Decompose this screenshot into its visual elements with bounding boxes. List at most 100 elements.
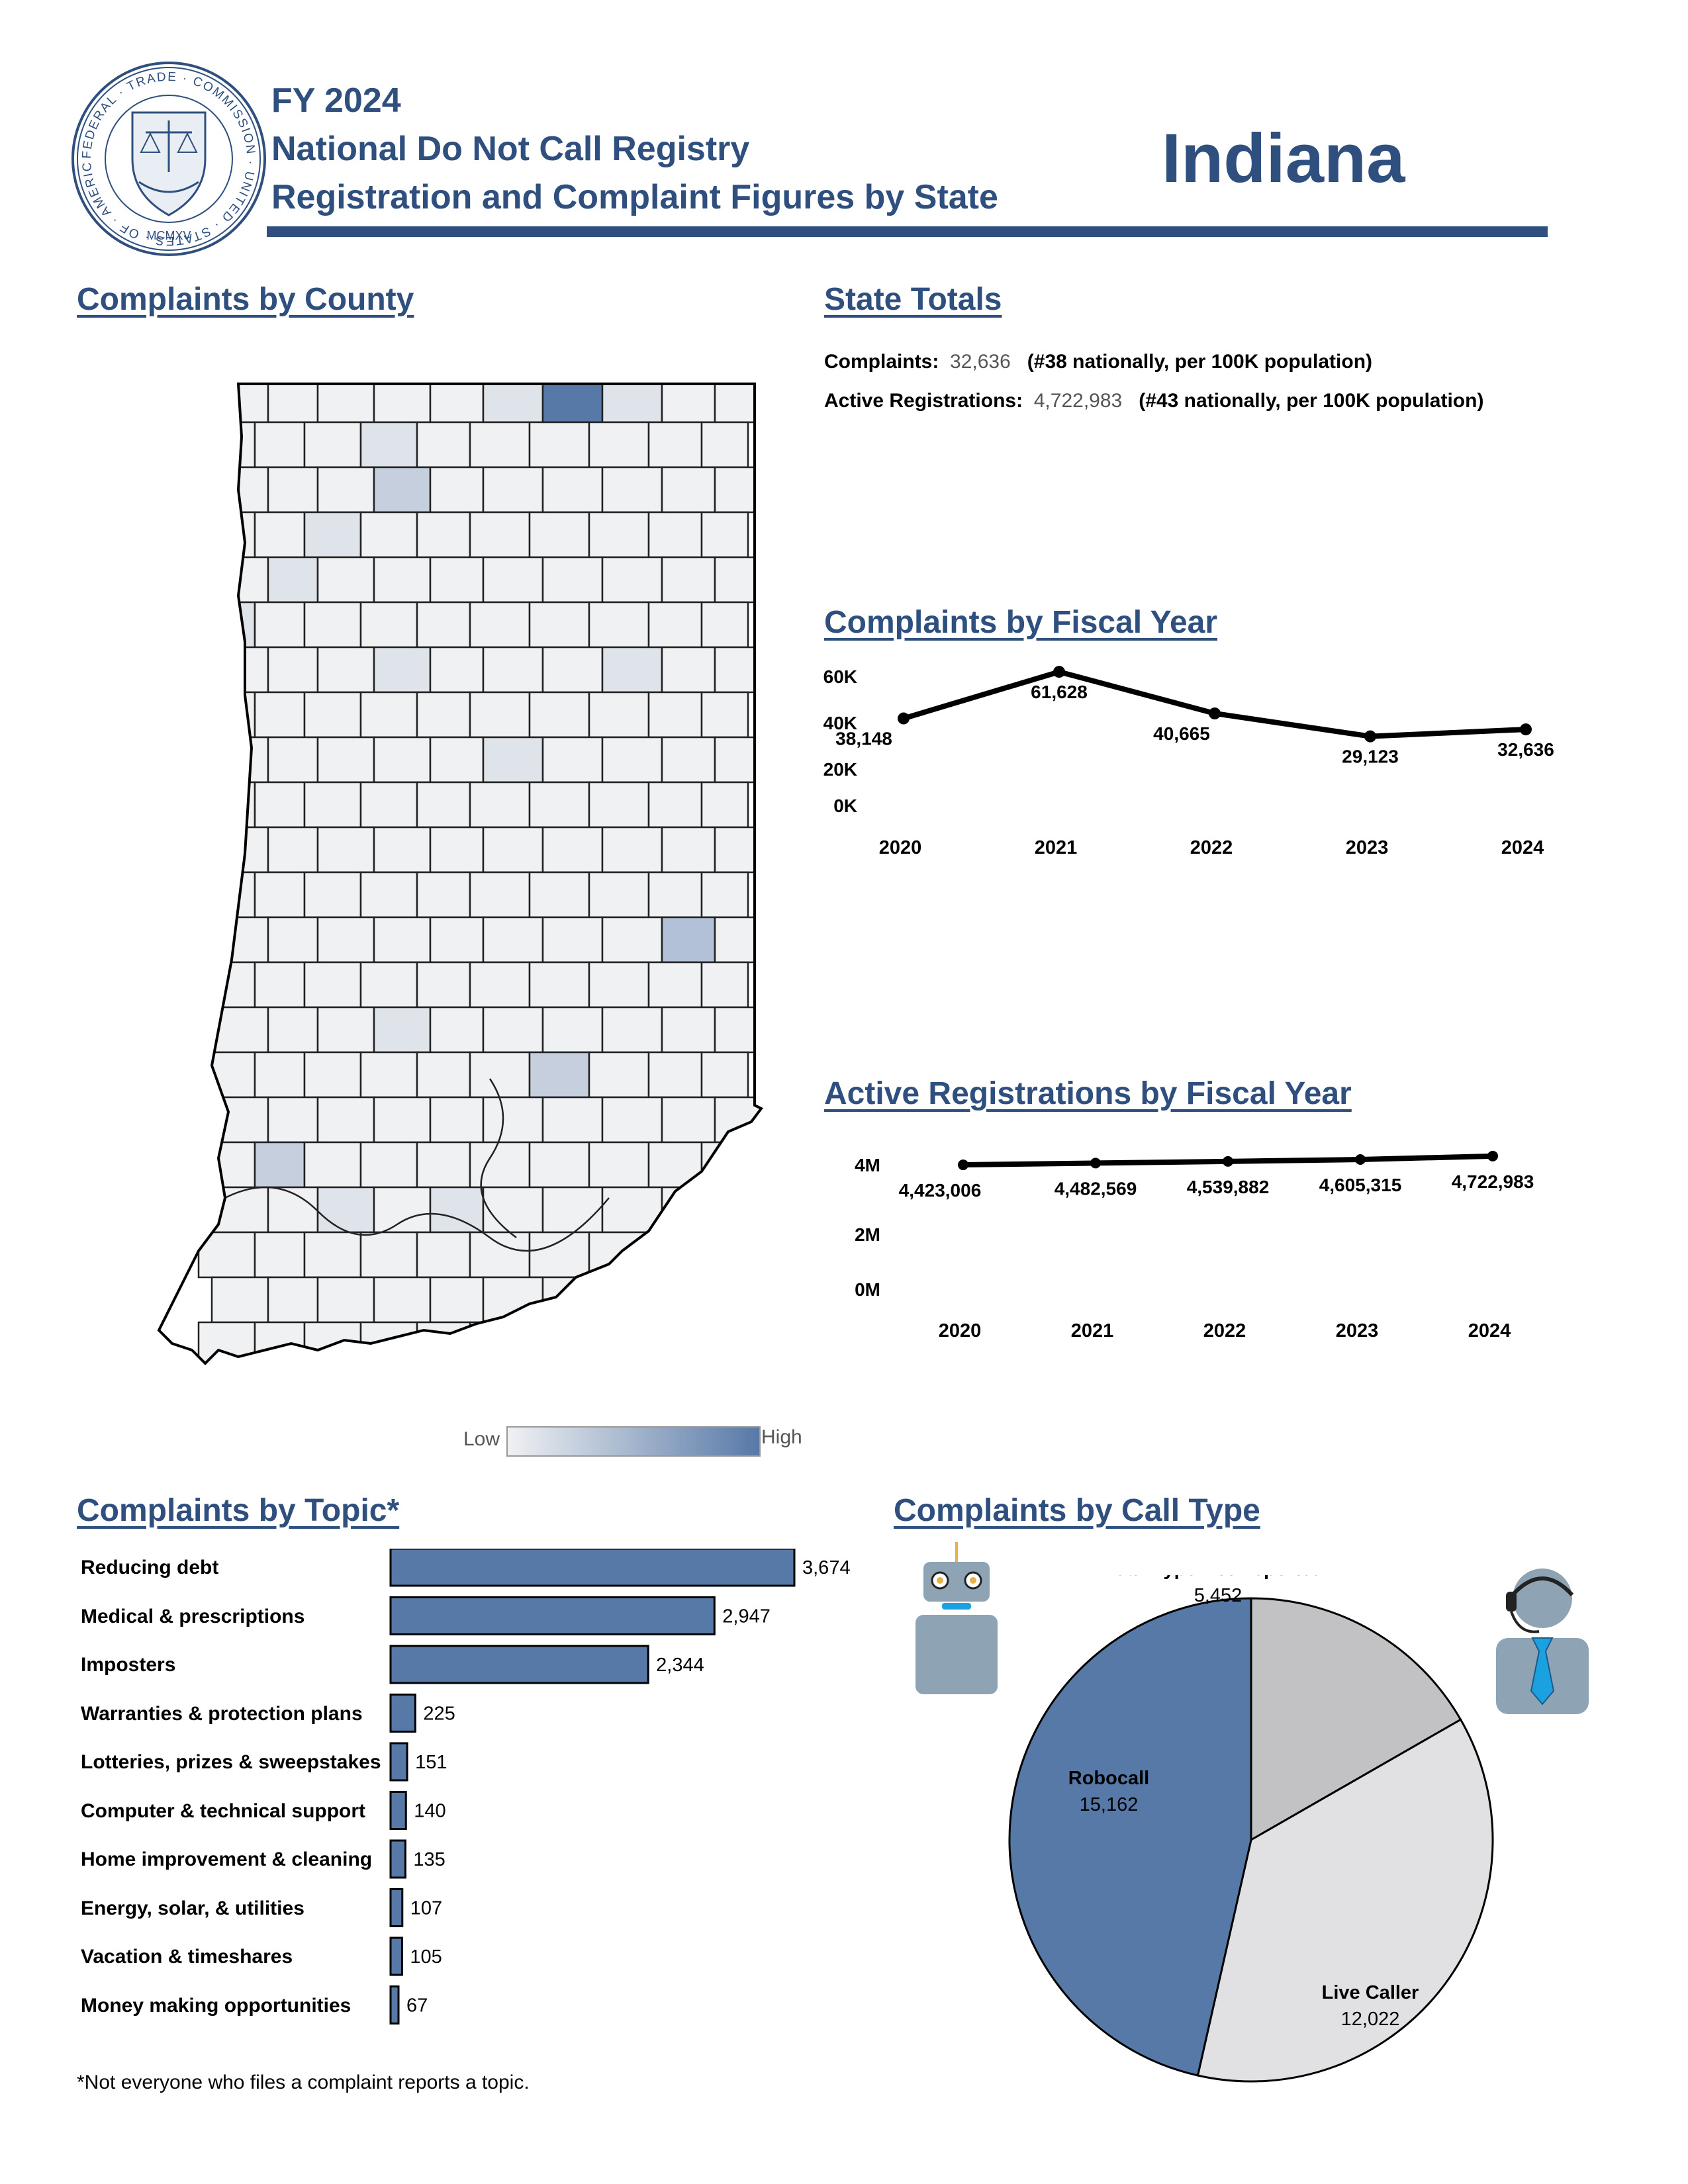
legend-high-label: High bbox=[761, 1426, 802, 1448]
robot-icon bbox=[915, 1542, 998, 1694]
complaints-value-label: 61,628 bbox=[1031, 682, 1088, 702]
county-region bbox=[700, 601, 749, 649]
topic-bar bbox=[389, 1791, 407, 1830]
county-region bbox=[647, 691, 703, 739]
county-region bbox=[647, 1321, 703, 1363]
county-region bbox=[429, 1186, 485, 1234]
county-region bbox=[359, 511, 418, 559]
county-region bbox=[416, 1051, 471, 1099]
pie-slice-name: Call Type Not Reported bbox=[1113, 1575, 1324, 1580]
registrations-section-title: Active Registrations by Fiscal Year bbox=[824, 1076, 1352, 1111]
county-region bbox=[303, 1141, 362, 1189]
complaints-value-label: 29,123 bbox=[1342, 747, 1399, 767]
county-region bbox=[211, 916, 269, 964]
county-region bbox=[359, 1231, 418, 1279]
topic-value-label: 2,344 bbox=[656, 1655, 704, 1676]
county-region bbox=[528, 601, 590, 649]
topic-section-title-text: Complaints by Topic bbox=[77, 1493, 387, 1528]
call-center-agent-icon bbox=[1496, 1569, 1589, 1714]
county-region bbox=[647, 1231, 703, 1279]
county-region bbox=[373, 646, 432, 694]
county-region bbox=[316, 1276, 375, 1324]
topic-bar bbox=[389, 1645, 649, 1684]
county-region bbox=[267, 736, 319, 784]
topic-category-label: Vacation & timeshares bbox=[81, 1946, 293, 1968]
county-region bbox=[316, 916, 375, 964]
county-region bbox=[303, 511, 362, 559]
county-region bbox=[469, 1141, 531, 1189]
county-region bbox=[482, 736, 544, 784]
county-region bbox=[303, 781, 362, 829]
registrations-xtick: 2022 bbox=[1203, 1320, 1246, 1342]
topic-category-label: Computer & technical support bbox=[81, 1799, 366, 1822]
totals-section-title: State Totals bbox=[824, 282, 1002, 317]
county-region bbox=[541, 1096, 604, 1144]
county-region bbox=[661, 1186, 716, 1234]
topic-bar bbox=[389, 1888, 404, 1927]
county-region bbox=[316, 646, 375, 694]
county-region bbox=[429, 556, 485, 604]
county-region bbox=[316, 1006, 375, 1054]
county-region bbox=[359, 781, 418, 829]
county-section-title: Complaints by County bbox=[77, 282, 414, 317]
topic-value-label: 2,947 bbox=[722, 1606, 771, 1627]
county-region bbox=[601, 1096, 663, 1144]
county-region bbox=[254, 1141, 306, 1189]
complaints-point bbox=[1209, 707, 1221, 720]
topic-category-label: Lotteries, prizes & sweepstakes bbox=[81, 1751, 381, 1773]
county-region bbox=[254, 781, 306, 829]
county-map bbox=[157, 383, 764, 1365]
county-region bbox=[316, 736, 375, 784]
county-region bbox=[588, 1321, 650, 1363]
topic-bar bbox=[389, 1936, 403, 1976]
county-region bbox=[416, 421, 471, 469]
county-region bbox=[373, 826, 432, 874]
registrations-point bbox=[1223, 1156, 1233, 1167]
county-region bbox=[359, 421, 418, 469]
county-region bbox=[541, 1186, 604, 1234]
county-region bbox=[211, 646, 269, 694]
county-region bbox=[541, 466, 604, 514]
county-region bbox=[267, 916, 319, 964]
topic-section-asterisk: * bbox=[387, 1493, 400, 1528]
county-region bbox=[211, 1186, 269, 1234]
county-region bbox=[482, 1096, 544, 1144]
topic-value-label: 151 bbox=[415, 1752, 447, 1773]
county-region bbox=[528, 511, 590, 559]
topic-category-label: Warranties & protection plans bbox=[81, 1702, 363, 1725]
county-region bbox=[601, 736, 663, 784]
county-region bbox=[541, 916, 604, 964]
county-region bbox=[700, 421, 749, 469]
county-region bbox=[528, 1141, 590, 1189]
county-region bbox=[541, 646, 604, 694]
county-region bbox=[601, 1006, 663, 1054]
county-region bbox=[482, 1276, 544, 1324]
topic-category-label: Home improvement & cleaning bbox=[81, 1848, 373, 1870]
county-region bbox=[601, 916, 663, 964]
county-region bbox=[541, 736, 604, 784]
county-region bbox=[647, 871, 703, 919]
county-region bbox=[541, 1276, 604, 1324]
county-region bbox=[601, 1186, 663, 1234]
registrations-total-rank: (#43 nationally, per 100K population) bbox=[1139, 390, 1484, 412]
registrations-total-label: Active Registrations: bbox=[824, 390, 1023, 412]
county-region bbox=[373, 1276, 432, 1324]
county-region bbox=[661, 556, 716, 604]
county-region bbox=[303, 961, 362, 1009]
county-region bbox=[359, 961, 418, 1009]
county-region bbox=[482, 384, 544, 424]
complaints-xtick: 2020 bbox=[879, 837, 922, 858]
county-region bbox=[316, 384, 375, 424]
county-region bbox=[588, 421, 650, 469]
county-region bbox=[601, 1276, 663, 1324]
county-region bbox=[647, 1141, 703, 1189]
county-region bbox=[303, 601, 362, 649]
registrations-xtick: 2020 bbox=[939, 1320, 982, 1342]
county-region bbox=[211, 736, 269, 784]
county-region bbox=[661, 646, 716, 694]
topic-category-label: Energy, solar, & utilities bbox=[81, 1897, 305, 1919]
fiscal-section-title: Complaints by Fiscal Year bbox=[824, 605, 1218, 640]
county-region bbox=[254, 961, 306, 1009]
county-region bbox=[647, 781, 703, 829]
county-region bbox=[528, 1231, 590, 1279]
